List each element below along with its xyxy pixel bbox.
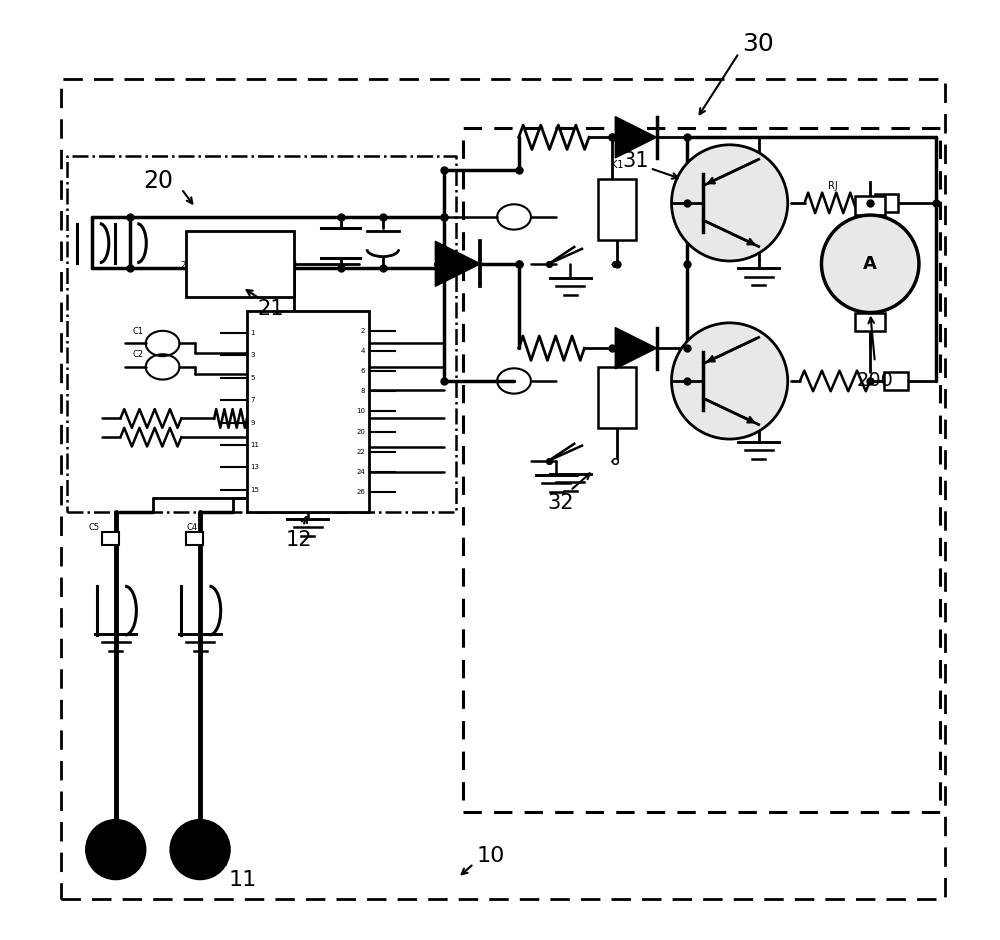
Text: 7: 7 <box>251 398 255 403</box>
Text: 5: 5 <box>251 375 255 381</box>
Text: 13: 13 <box>251 464 260 470</box>
Text: 12: 12 <box>285 530 312 550</box>
Circle shape <box>86 820 146 880</box>
Text: 22: 22 <box>356 448 365 455</box>
Text: 1: 1 <box>292 261 297 270</box>
Text: 24: 24 <box>356 469 365 475</box>
Text: C2: C2 <box>133 351 144 359</box>
Text: K1: K1 <box>611 160 623 170</box>
Text: 200: 200 <box>856 371 893 390</box>
Text: 26: 26 <box>356 489 365 495</box>
Circle shape <box>821 215 919 312</box>
Polygon shape <box>615 117 657 158</box>
Text: 30: 30 <box>742 32 774 55</box>
Text: C1: C1 <box>133 327 144 336</box>
Polygon shape <box>615 327 657 368</box>
Text: 20: 20 <box>143 169 173 194</box>
Bar <box>598 367 636 428</box>
Circle shape <box>170 820 230 880</box>
Text: 6: 6 <box>361 368 365 374</box>
Text: 31: 31 <box>623 150 649 171</box>
Bar <box>884 371 908 390</box>
Text: C5: C5 <box>89 523 100 532</box>
Bar <box>186 231 294 297</box>
Text: A: A <box>863 255 877 273</box>
Bar <box>247 311 369 512</box>
Text: 4: 4 <box>361 348 365 354</box>
Polygon shape <box>435 242 480 287</box>
Text: 8: 8 <box>361 388 365 394</box>
Bar <box>186 532 203 545</box>
Text: 10: 10 <box>476 846 505 866</box>
Circle shape <box>672 145 788 261</box>
Text: 10: 10 <box>356 408 365 415</box>
Text: 1: 1 <box>251 330 255 337</box>
Bar <box>875 194 898 212</box>
Bar <box>102 532 119 545</box>
Text: 9: 9 <box>251 419 255 426</box>
Text: 3: 3 <box>251 352 255 358</box>
Text: 15: 15 <box>251 487 260 493</box>
Text: 11: 11 <box>251 442 260 448</box>
Text: 32: 32 <box>548 493 574 513</box>
Text: RJ: RJ <box>828 180 838 191</box>
Text: C4: C4 <box>186 523 197 532</box>
Bar <box>598 180 636 241</box>
Bar <box>855 312 885 331</box>
Text: 2: 2 <box>361 328 365 334</box>
Text: 20: 20 <box>356 429 365 434</box>
Bar <box>855 196 885 215</box>
Text: 21: 21 <box>257 299 284 319</box>
Text: 2: 2 <box>181 261 186 270</box>
Text: 11: 11 <box>228 870 256 889</box>
Circle shape <box>672 322 788 439</box>
